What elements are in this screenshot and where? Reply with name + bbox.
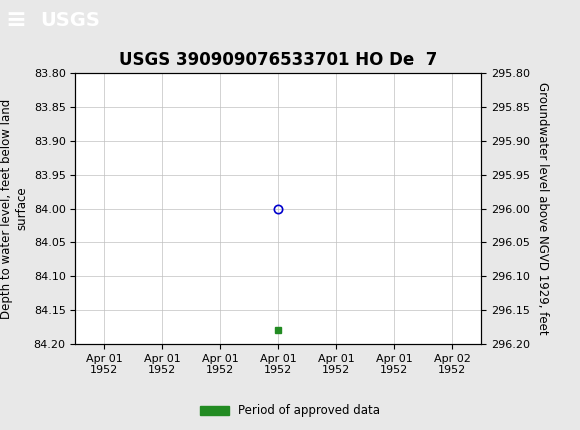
Text: USGS: USGS	[41, 11, 100, 30]
Y-axis label: Depth to water level, feet below land
surface: Depth to water level, feet below land su…	[0, 98, 28, 319]
Text: ≡: ≡	[6, 9, 27, 32]
Title: USGS 390909076533701 HO De  7: USGS 390909076533701 HO De 7	[119, 51, 437, 69]
Legend: Period of approved data: Period of approved data	[195, 399, 385, 422]
Y-axis label: Groundwater level above NGVD 1929, feet: Groundwater level above NGVD 1929, feet	[536, 82, 549, 335]
